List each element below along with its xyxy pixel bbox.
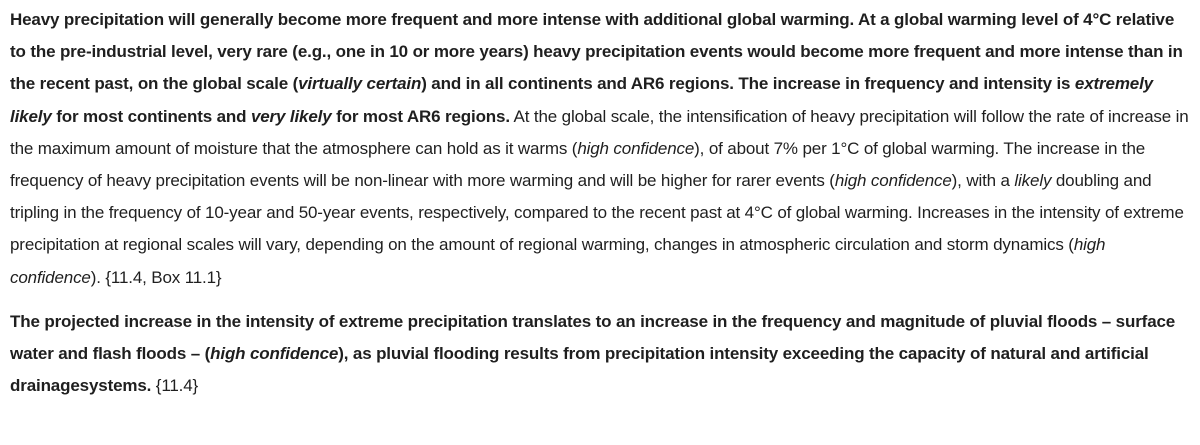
bold-statement-2-end: for most AR6 regions. xyxy=(331,106,510,126)
likelihood-term: very likely xyxy=(250,106,332,126)
confidence-term: high confidence xyxy=(577,138,695,158)
body-text: doubling and tripling in the frequency o… xyxy=(10,171,1184,255)
confidence-term: high confidence xyxy=(834,171,952,191)
bold-statement-3: The projected increase in the intensity … xyxy=(10,311,1176,364)
confidence-term: high confidence xyxy=(210,344,339,364)
likelihood-term: likely xyxy=(1014,171,1052,191)
paragraph-heavy-precipitation: Heavy precipitation will generally becom… xyxy=(10,4,1190,294)
confidence-term: virtually certain xyxy=(298,74,422,94)
body-text: ), with a xyxy=(951,171,1015,191)
bold-statement-3-end: ), as pluvial flooding results from prec… xyxy=(10,344,1149,396)
body-text: At the global scale, the intensification… xyxy=(10,106,1189,158)
section-reference: {11.4} xyxy=(151,376,199,396)
confidence-term: high confidence xyxy=(10,235,1106,287)
bold-statement-1: Heavy precipitation will generally becom… xyxy=(10,10,1183,94)
paragraph-pluvial-floods: The projected increase in the intensity … xyxy=(10,306,1190,403)
bold-statement-1-end: ) and in all continents and AR6 regions.… xyxy=(421,74,1075,94)
bold-statement-2-mid: for most continents and xyxy=(51,106,251,126)
likelihood-term: extremely likely xyxy=(10,74,1153,126)
body-text-reference: ). {11.4, Box 11.1} xyxy=(90,267,222,287)
body-text: ), of about 7% per 1°C of global warming… xyxy=(10,138,1146,191)
